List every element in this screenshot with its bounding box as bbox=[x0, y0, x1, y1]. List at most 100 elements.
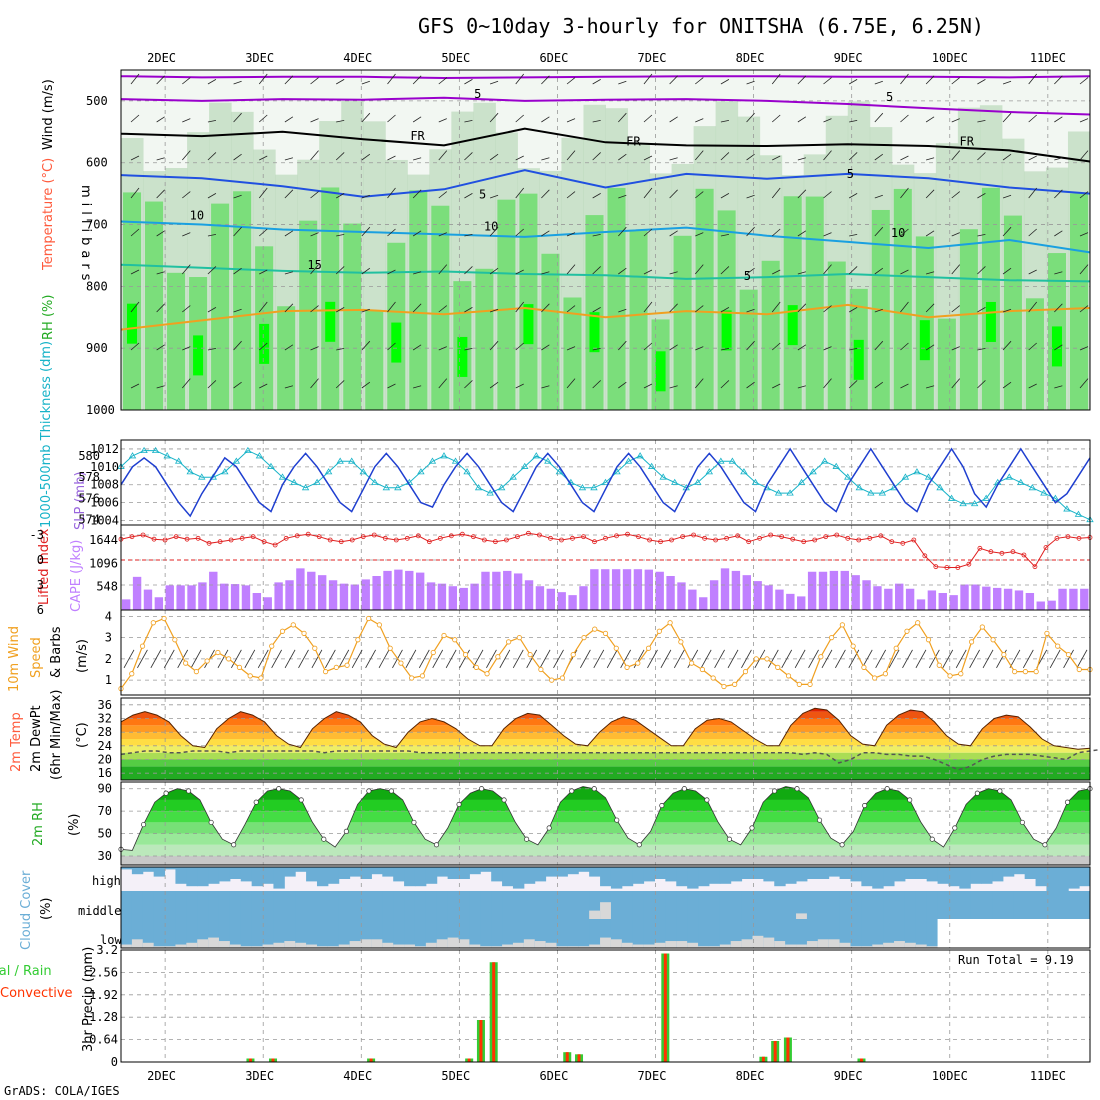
cloud-high-bar-27 bbox=[414, 867, 427, 887]
upper-wind-barb-2-15 bbox=[515, 155, 524, 161]
wind10m-point-67 bbox=[839, 622, 845, 628]
cloud-low-gap-68 bbox=[861, 946, 873, 948]
upper-wind-barb-4-21 bbox=[669, 230, 678, 237]
upper-wind-barb-8-1 bbox=[156, 385, 165, 389]
upper-wind-barb-4-29 bbox=[874, 226, 884, 237]
upper-wind-barb-6-21 bbox=[669, 303, 678, 313]
upper-wind-barb-1-36 bbox=[1054, 116, 1063, 123]
li-point-56 bbox=[735, 533, 741, 539]
lifted-index-axis-label: Lifted Index bbox=[37, 528, 52, 605]
upper-wind-barb-4-4 bbox=[233, 226, 242, 237]
rh2m-point-22 bbox=[366, 788, 372, 794]
contour-label-0: 5 bbox=[474, 87, 481, 101]
upper-wind-barb-5-18 bbox=[592, 266, 601, 275]
upper-wind-barb-6-10 bbox=[387, 301, 396, 313]
upper-wind-barb-3-8 bbox=[335, 193, 345, 199]
precip-convective-bar-11 bbox=[786, 1037, 790, 1062]
rh2m-band-7 bbox=[121, 786, 1090, 789]
cloud-high-bar-49 bbox=[654, 867, 666, 879]
cape-bar-1 bbox=[132, 576, 142, 610]
li-point-26 bbox=[404, 535, 410, 541]
cloud-low-bar-4 bbox=[164, 919, 176, 948]
upper-wind-barb-6-1 bbox=[156, 303, 165, 313]
cloud-middle-bar-64 bbox=[817, 891, 830, 919]
upper-wind-barb-5-6 bbox=[284, 271, 293, 275]
upper-wind-barb-1-13 bbox=[464, 120, 473, 123]
upper-wind-barb-4-2 bbox=[182, 232, 191, 237]
cape-bar-29 bbox=[437, 583, 447, 610]
cloud-low-gap-32 bbox=[469, 944, 481, 948]
contour-label-6: 5 bbox=[847, 167, 854, 181]
wind10m-point-50 bbox=[656, 628, 662, 634]
thickness-point-20 bbox=[348, 457, 356, 464]
li-point-12 bbox=[250, 534, 256, 540]
upper-wind-barb-2-13 bbox=[464, 152, 473, 161]
wind10m-barb-43 bbox=[700, 649, 712, 669]
cloud-low-gap-10 bbox=[229, 944, 242, 948]
cloud-high-bar-80 bbox=[992, 867, 1004, 882]
isotherm-m5 bbox=[120, 96, 1091, 116]
cloud-low-bar-78 bbox=[970, 919, 982, 948]
cloud-middle-bar-35 bbox=[502, 891, 514, 919]
cloud-middle-bar-67 bbox=[850, 891, 862, 919]
li-point-62 bbox=[801, 539, 807, 545]
upper-wind-barb-2-0 bbox=[130, 155, 140, 161]
upper-wind-barb-7-0 bbox=[130, 342, 140, 351]
wind10m-point-76 bbox=[936, 662, 942, 668]
cloud-high-bar-45 bbox=[610, 867, 623, 889]
upper-wind-barb-0-16 bbox=[541, 75, 550, 85]
cloud-middle-bar-77 bbox=[959, 891, 971, 919]
upper-wind-barb-1-20 bbox=[643, 114, 653, 123]
cloud-low-bar-29 bbox=[436, 919, 449, 948]
cloud-middle-gap-62 bbox=[796, 913, 808, 919]
cloud-low-bar-37 bbox=[523, 919, 536, 948]
upper-wind-barb-3-37 bbox=[1079, 191, 1089, 199]
cloud-low-bar-9 bbox=[218, 919, 231, 948]
cloud-middle-bar-17 bbox=[306, 891, 318, 919]
wind10m-barb-60 bbox=[929, 649, 940, 669]
precip-convective-bar-4 bbox=[479, 1020, 483, 1062]
wind10m-point-11 bbox=[236, 664, 243, 670]
cape-bar-47 bbox=[633, 569, 643, 610]
wind10m-point-12 bbox=[247, 673, 253, 679]
li-point-75 bbox=[944, 565, 950, 570]
pressure-tick-500: 500 bbox=[86, 94, 108, 108]
li-point-73 bbox=[922, 553, 928, 559]
upper-wind-barb-0-32 bbox=[951, 77, 961, 85]
rh-band-mid-32 bbox=[827, 261, 846, 410]
upper-wind-barb-8-15 bbox=[515, 383, 524, 389]
upper-wind-barb-8-22 bbox=[694, 378, 704, 389]
upper-wind-barb-5-34 bbox=[1002, 267, 1012, 275]
cape-bar-48 bbox=[644, 569, 653, 610]
cloud-low-bar-66 bbox=[839, 919, 851, 948]
cape-bar-61 bbox=[786, 593, 795, 610]
slp-axis-label: SLP (mb) bbox=[73, 471, 88, 530]
cloud-low-bar-41 bbox=[567, 919, 579, 948]
upper-wind-barb-8-7 bbox=[310, 378, 319, 389]
wind10m-point-21 bbox=[344, 662, 350, 668]
upper-wind-barb-3-30 bbox=[900, 187, 909, 199]
rh2m-point-84 bbox=[1064, 799, 1071, 805]
cloud-high-bar-16 bbox=[295, 867, 307, 872]
cloud-high-bar-64 bbox=[817, 867, 830, 879]
cloud-middle-bar-9 bbox=[218, 891, 231, 919]
thickness-point-13 bbox=[267, 462, 275, 469]
li-point-24 bbox=[382, 535, 388, 541]
upper-wind-barb-4-19 bbox=[618, 226, 627, 237]
cape-bar-15 bbox=[285, 580, 294, 610]
li-point-6 bbox=[184, 536, 190, 542]
cloud-low-gap-71 bbox=[894, 941, 906, 948]
upper-wind-barb-7-26 bbox=[797, 344, 807, 351]
cloud-low-bar-52 bbox=[687, 919, 699, 948]
wind10m-point-79 bbox=[968, 639, 975, 645]
cloud-middle-bar-72 bbox=[904, 891, 917, 919]
temp2m-tick-16: 16 bbox=[98, 766, 112, 780]
upper-wind-barb-2-1 bbox=[156, 157, 165, 161]
thickness-point-40 bbox=[578, 484, 587, 491]
wind10m-axis-label-1: 10m Wind bbox=[7, 626, 22, 692]
upper-wind-barb-3-18 bbox=[592, 193, 601, 199]
rh2m-point-40 bbox=[569, 788, 575, 794]
upper-wind-barb-1-5 bbox=[258, 114, 268, 123]
cloud-low-bar-80 bbox=[992, 919, 1004, 948]
upper-wind-barb-4-31 bbox=[925, 230, 935, 237]
